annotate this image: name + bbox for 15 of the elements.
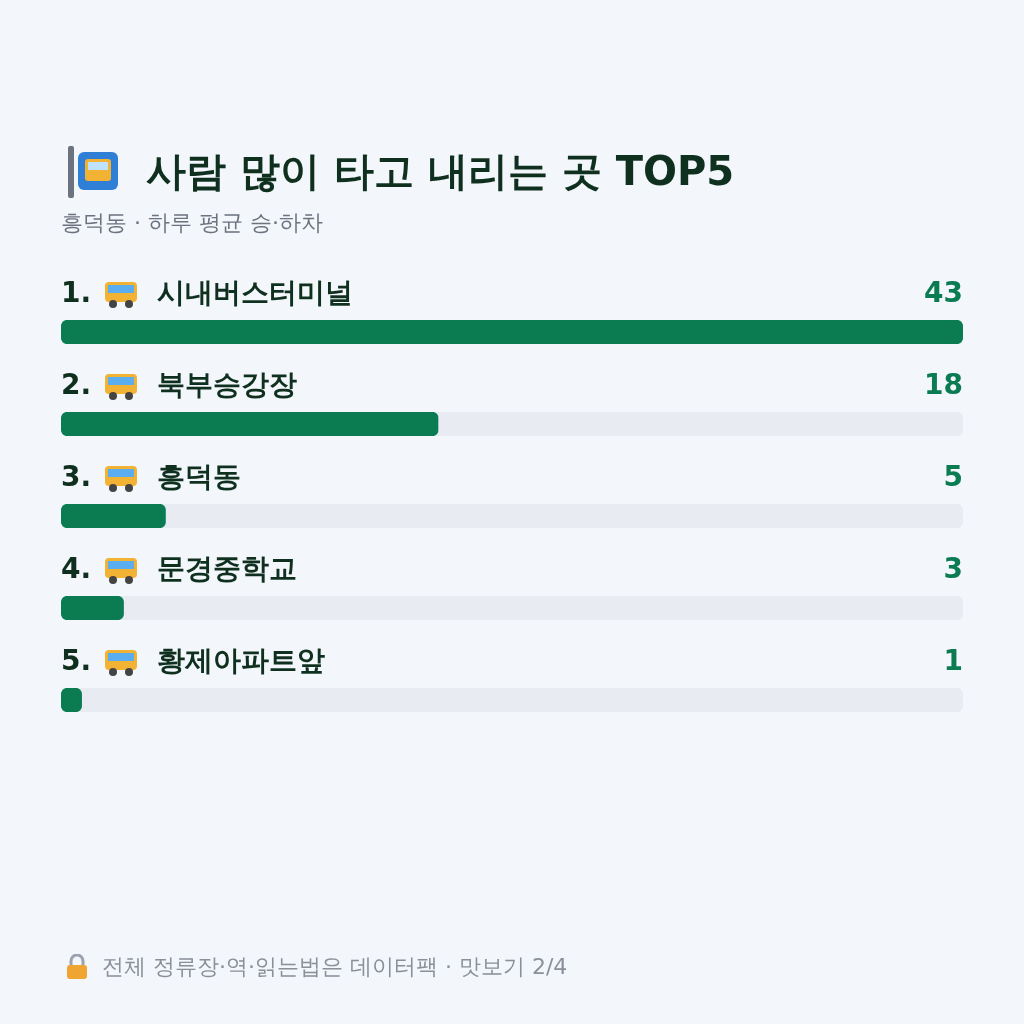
data-label: 3 [943,552,963,585]
data-label: 1 [943,644,963,677]
data-label: 43 [924,276,963,309]
bar [61,504,166,528]
category-label: 4. 문경중학교 [61,552,297,585]
category-label: 1. 시내버스터미널 [61,276,353,309]
category-label: 3. 흥덕동 [61,460,241,493]
chart-title: 사람 많이 타고 내리는 곳 TOP5 [146,147,735,196]
chart-subtitle: 흥덕동 · 하루 평균 승·하차 [61,209,323,237]
data-label: 5 [943,460,963,493]
category-label: 2. 북부승강장 [61,368,297,401]
category-label: 5. 황제아파트앞 [61,644,325,677]
bar [61,596,124,620]
data-label: 18 [924,368,963,401]
text: 전체 정류장·역·읽는법은 데이터팩 · 맛보기 2/4 [102,953,568,981]
